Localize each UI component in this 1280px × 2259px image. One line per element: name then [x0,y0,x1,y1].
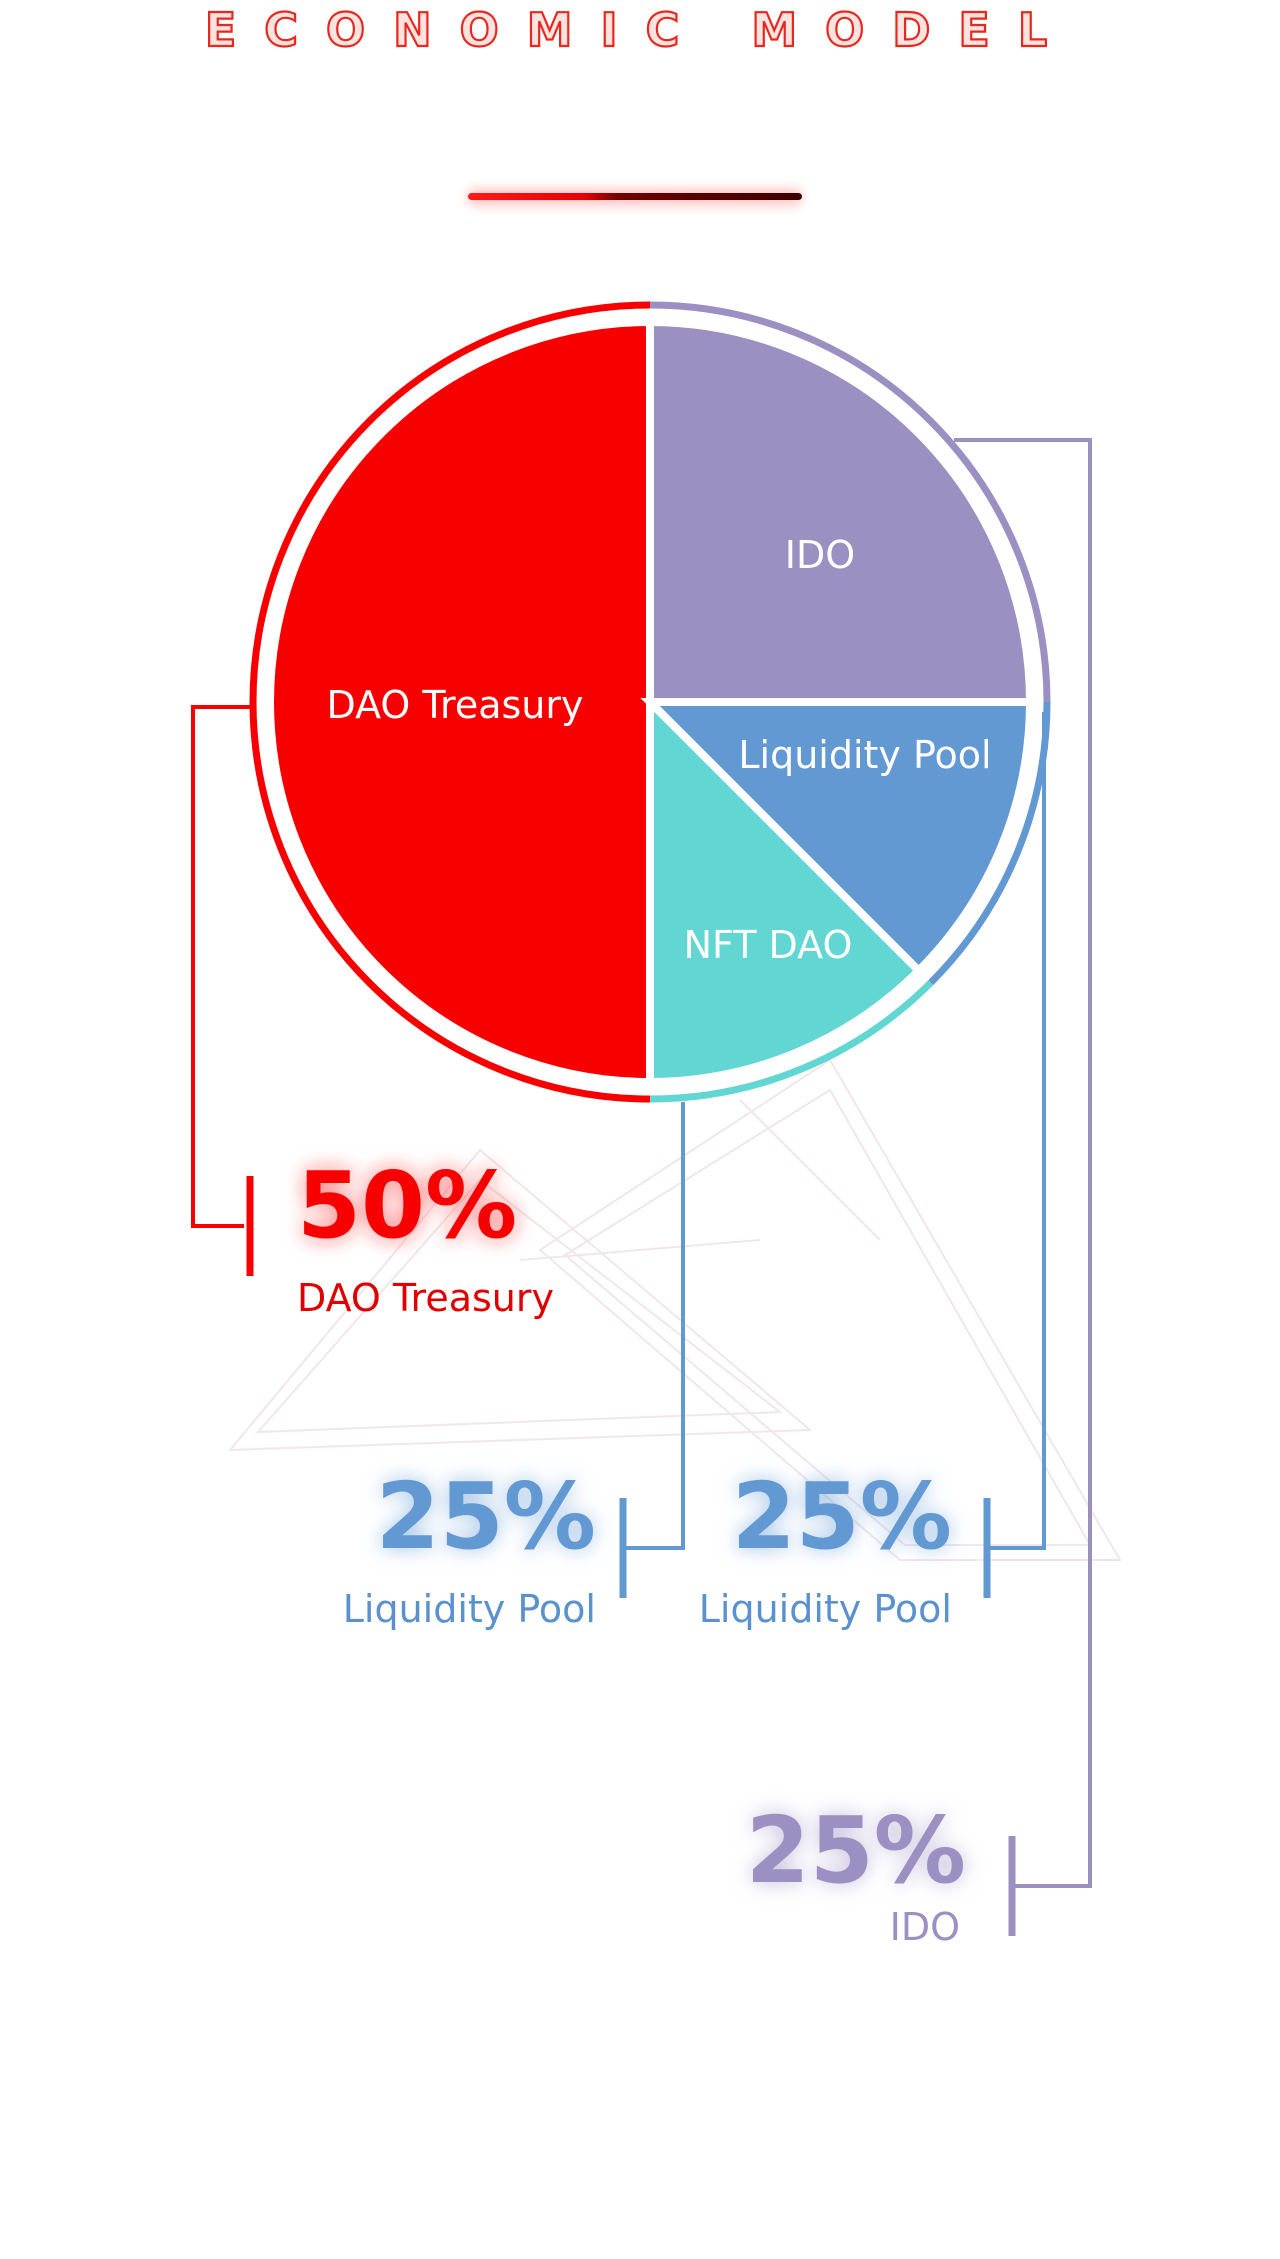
callout-liquidity-right-caption: Liquidity Pool [699,1587,952,1631]
callout-dao: 50% DAO Treasury [297,1152,554,1320]
slice-dao-treasury-label: DAO Treasury [327,683,584,727]
connector-liquidity-right [987,712,1046,1550]
connector-liquidity-left [623,1102,685,1550]
slice-ido [646,317,1035,706]
connector-dao [191,705,252,1228]
connector-ido [954,438,1092,1888]
callout-liquidity-left: 25% Liquidity Pool [343,1463,596,1631]
slice-ido-ring [649,301,1051,703]
slice-nft-dao [646,692,925,1087]
callout-ido: 25% IDO [746,1797,966,1949]
slice-dao-treasury-ring [249,301,651,1103]
callout-ido-percent: 25% [746,1797,966,1904]
pie-chart: DAO Treasury IDO Liquidity Pool NFT DAO [249,301,1051,1103]
page-title: ECONOMIC MODEL [205,3,1075,57]
slice-dao-treasury [266,317,654,1087]
callout-liquidity-right: 25% Liquidity Pool [699,1463,952,1631]
callout-dao-percent: 50% [297,1152,517,1259]
callout-ido-caption: IDO [890,1905,960,1949]
callout-liquidity-left-caption: Liquidity Pool [343,1587,596,1631]
callout-liquidity-left-percent: 25% [376,1463,596,1570]
connector-lines [191,438,1092,1936]
slice-nft-dao-ring [649,980,934,1103]
slice-ido-label: IDO [785,533,855,577]
slice-liquidity-pool [640,698,1035,977]
callout-dao-caption: DAO Treasury [297,1276,554,1320]
slice-nft-dao-label: NFT DAO [684,923,853,967]
title-divider [468,190,802,204]
callout-liquidity-right-percent: 25% [732,1463,952,1570]
slice-liquidity-pool-label: Liquidity Pool [738,733,991,777]
